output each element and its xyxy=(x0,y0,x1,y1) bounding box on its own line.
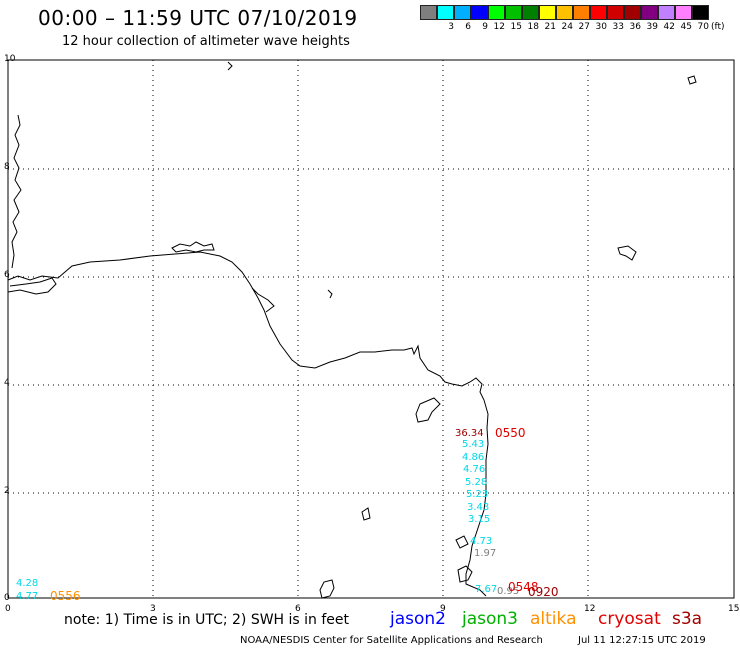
coastline xyxy=(7,61,697,599)
wave-height-label: 0.95 xyxy=(497,586,519,597)
wave-height-label: 4.28 xyxy=(16,578,38,589)
wave-height-label: 5.28 xyxy=(465,477,487,488)
x-tick-label: 15 xyxy=(728,604,739,614)
y-tick-label: 6 xyxy=(4,270,10,280)
color-scale-swatches xyxy=(420,5,725,20)
page-title: 00:00 – 11:59 UTC 07/10/2019 xyxy=(38,6,358,30)
scale-label: 27 xyxy=(578,22,590,32)
x-tick-label: 6 xyxy=(295,604,301,614)
scale-label: 12 xyxy=(493,22,505,32)
scale-swatch xyxy=(488,5,505,20)
legend-cryosat: cryosat xyxy=(598,609,661,629)
wave-height-label: 36.34 xyxy=(455,428,484,439)
scale-label: 6 xyxy=(465,22,471,32)
color-scale: 3 6 9 12 15 18 21 24 27 30 33 36 39 42 45 70 (ft) xyxy=(420,5,725,32)
y-tick-label: 0 xyxy=(4,593,10,603)
wave-height-label: 5.23 xyxy=(466,489,488,500)
scale-swatch xyxy=(420,5,437,20)
scale-label: 30 xyxy=(595,22,607,32)
x-tick-label: 12 xyxy=(584,604,595,614)
wave-height-label: 7.67 xyxy=(475,584,497,595)
scale-swatch xyxy=(573,5,590,20)
scale-swatch xyxy=(590,5,607,20)
pass-time-label: 0548 xyxy=(508,580,539,594)
legend-altika: altika xyxy=(530,609,577,629)
y-tick-label: 4 xyxy=(4,378,10,388)
scale-swatch xyxy=(471,5,488,20)
scale-swatch xyxy=(505,5,522,20)
scale-label: 42 xyxy=(663,22,675,32)
legend-s3a: s3a xyxy=(672,609,703,629)
y-tick-label: 2 xyxy=(4,486,10,496)
scale-label: 18 xyxy=(527,22,539,32)
grid-lines xyxy=(8,60,734,598)
footer-timestamp: Jul 11 12:27:15 UTC 2019 xyxy=(578,635,706,646)
y-axis-ticks: 0 2 4 6 8 10 xyxy=(4,54,16,603)
x-tick-label: 3 xyxy=(150,604,156,614)
color-scale-labels: 3 6 9 12 15 18 21 24 27 30 33 36 39 42 45 70 (ft) xyxy=(420,22,725,32)
scale-label: 36 xyxy=(629,22,641,32)
x-axis-ticks: 0 3 6 9 12 15 xyxy=(5,604,739,614)
wave-height-label: 3.15 xyxy=(468,514,490,525)
scale-swatch xyxy=(522,5,539,20)
x-tick-label: 0 xyxy=(5,604,11,614)
y-tick-label: 10 xyxy=(4,54,16,64)
wave-height-label: 1.97 xyxy=(474,548,496,559)
scale-label: 70 xyxy=(697,22,709,32)
wave-height-label: 4.73 xyxy=(470,536,492,547)
scale-swatch xyxy=(607,5,624,20)
scale-unit: (ft) xyxy=(711,22,725,32)
map-frame xyxy=(7,59,735,599)
wave-height-label: 3.43 xyxy=(467,502,489,513)
pass-time-label: 0920 xyxy=(528,585,559,599)
scale-swatch xyxy=(675,5,692,20)
scale-label: 15 xyxy=(510,22,522,32)
pass-time-label: 0556 xyxy=(50,589,81,603)
scale-label: 33 xyxy=(612,22,624,32)
footer-credit: NOAA/NESDIS Center for Satellite Applica… xyxy=(240,635,543,646)
x-tick-label: 9 xyxy=(440,604,446,614)
pass-time-label: 0550 xyxy=(495,426,526,440)
scale-swatch xyxy=(437,5,454,20)
scale-swatch xyxy=(454,5,471,20)
scale-label: 39 xyxy=(646,22,658,32)
wave-height-label: 4.77 xyxy=(16,591,38,602)
y-tick-label: 8 xyxy=(4,162,10,172)
legend-jason3: jason3 xyxy=(462,609,518,629)
scale-swatch xyxy=(624,5,641,20)
scale-swatch xyxy=(641,5,658,20)
legend-jason2: jason2 xyxy=(390,609,446,629)
wave-height-label: 4.86 xyxy=(462,452,484,463)
page-subtitle: 12 hour collection of altimeter wave hei… xyxy=(62,34,350,49)
scale-label: 45 xyxy=(680,22,692,32)
wave-height-label: 4.76 xyxy=(463,464,485,475)
scale-swatch xyxy=(692,5,709,20)
scale-label: 24 xyxy=(561,22,573,32)
scale-label: 21 xyxy=(544,22,556,32)
footer-note: note: 1) Time is in UTC; 2) SWH is in fe… xyxy=(64,612,350,628)
scale-swatch xyxy=(556,5,573,20)
wave-height-label: 5.43 xyxy=(462,439,484,450)
scale-label: 3 xyxy=(448,22,454,32)
observation-labels: 36.345.43 4.864.76 5.285.23 3.433.15 4.731.9… xyxy=(16,428,519,602)
scale-label: 9 xyxy=(482,22,488,32)
scale-swatch xyxy=(658,5,675,20)
scale-swatch xyxy=(539,5,556,20)
